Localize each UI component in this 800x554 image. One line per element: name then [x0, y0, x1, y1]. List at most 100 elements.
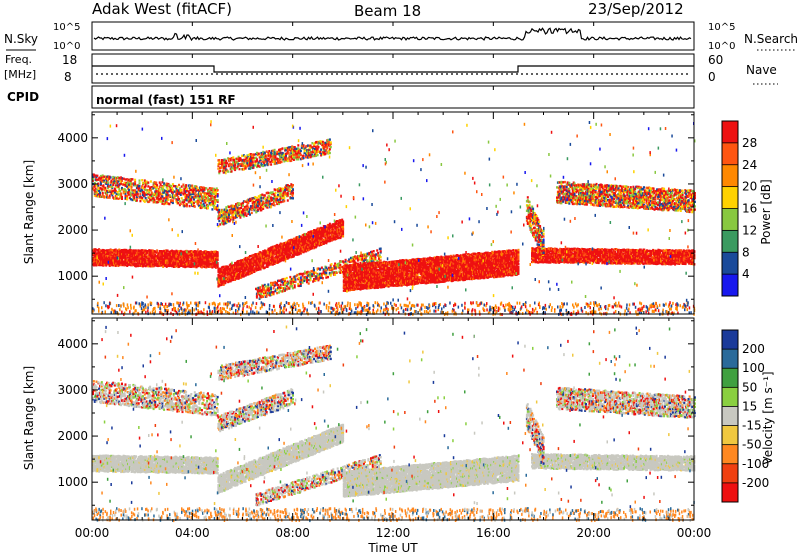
echo-cell — [313, 229, 315, 231]
freq-left-tick-top: 18 — [62, 53, 77, 67]
freq-left-tick-bottom: 8 — [64, 70, 72, 84]
echo-cell — [273, 287, 275, 289]
echo-cell — [265, 285, 267, 287]
noise-right-tick-bottom: 10^0 — [708, 41, 735, 52]
echo-cell — [419, 267, 421, 269]
echo-cell — [217, 251, 219, 253]
cpid-label: CPID — [7, 90, 39, 104]
echo-cell — [201, 266, 203, 268]
echo-cell — [459, 279, 461, 281]
echo-cell — [319, 268, 321, 270]
echo-cell — [490, 261, 492, 263]
echo-cell — [345, 259, 347, 261]
echo-cell — [279, 280, 281, 282]
power-scatter — [92, 120, 696, 316]
echo-cell — [342, 228, 344, 230]
echo-cell — [311, 273, 313, 275]
noise-left-tick-bottom: 10^0 — [53, 41, 80, 52]
echo-cell — [424, 269, 426, 271]
echo-cell — [342, 231, 344, 233]
echo-cell — [280, 290, 282, 292]
echo-cell — [296, 274, 298, 276]
echo-cell — [406, 271, 408, 273]
echo-cell — [217, 259, 219, 261]
echo-cell — [284, 278, 286, 280]
echo-cell — [295, 281, 297, 283]
echo-cell — [243, 275, 245, 277]
freq-left-label-2: [MHz] — [4, 68, 36, 81]
station-title: Adak West (fitACF) — [92, 0, 232, 18]
echo-cell — [154, 254, 156, 256]
echo-cell — [259, 286, 261, 288]
freq-right-tick-top: 60 — [708, 53, 723, 67]
echo-cell — [372, 253, 374, 255]
echo-cell — [331, 263, 333, 265]
noise-trace — [94, 28, 691, 40]
echo-cell — [236, 277, 238, 279]
echo-cell — [348, 258, 350, 260]
echo-cell — [276, 292, 278, 294]
echo-cell — [320, 277, 322, 279]
echo-cell — [273, 291, 275, 293]
echo-cell — [273, 282, 275, 284]
echo-cell — [272, 246, 274, 248]
echo-cell — [286, 277, 288, 279]
radar-figure: Adak West (fitACF) Beam 18 23/Sep/2012 N… — [0, 0, 800, 554]
noise-left-label: N.Sky — [4, 32, 38, 46]
echo-cell — [264, 266, 266, 268]
echo-cell — [294, 284, 296, 286]
echo-cell — [260, 293, 262, 295]
echo-cell — [217, 264, 219, 266]
echo-cell — [307, 279, 309, 281]
echo-cell — [162, 266, 164, 268]
echo-cell — [325, 272, 327, 274]
echo-cell — [322, 277, 324, 279]
echo-cell — [360, 258, 362, 260]
echo-cell — [167, 250, 169, 252]
echo-cell — [377, 252, 379, 254]
echo-cell — [355, 256, 357, 258]
echo-cell — [410, 277, 412, 279]
echo-cell — [382, 275, 384, 277]
echo-cell — [342, 235, 344, 237]
echo-cell — [375, 253, 377, 255]
echo-cell — [267, 287, 269, 289]
echo-cell — [292, 287, 294, 289]
echo-cell — [270, 288, 272, 290]
echo-cell — [300, 283, 302, 285]
noise-left-tick-top: 10^5 — [53, 22, 80, 33]
echo-cell — [288, 287, 290, 289]
freq-left-label-1: Freq. — [5, 53, 32, 66]
echo-cell — [233, 269, 235, 271]
echo-cell — [376, 269, 378, 271]
nave-label: Nave — [746, 63, 777, 77]
echo-cell — [195, 250, 197, 252]
freq-right-tick-bottom: 0 — [708, 70, 716, 84]
echo-cell — [163, 250, 165, 252]
echo-cell — [260, 268, 262, 270]
date-title: 23/Sep/2012 — [588, 0, 684, 18]
echo-cell — [224, 273, 226, 275]
echo-cell — [267, 283, 269, 285]
echo-cell — [253, 271, 255, 273]
echo-cell — [327, 276, 329, 278]
echo-cell — [467, 256, 469, 258]
echo-cell — [340, 266, 342, 268]
echo-cell — [280, 284, 282, 286]
echo-cell — [380, 256, 382, 258]
echo-cell — [340, 260, 342, 262]
echo-cell — [303, 280, 305, 282]
echo-cell — [342, 226, 344, 228]
freq-panel: Freq. [MHz] 18 8 60 0 Nave — [4, 53, 778, 84]
echo-cell — [261, 260, 263, 262]
beam-title: Beam 18 — [354, 2, 421, 20]
noise-right-tick-top: 10^5 — [708, 22, 735, 33]
freq-trace — [92, 66, 694, 72]
echo-cell — [300, 273, 302, 275]
echo-cell — [245, 257, 247, 259]
echo-cell — [371, 251, 373, 253]
echo-cell — [390, 265, 392, 267]
cpid-panel: CPID normal (fast) 151 RF — [7, 86, 694, 108]
echo-cell — [360, 263, 362, 265]
